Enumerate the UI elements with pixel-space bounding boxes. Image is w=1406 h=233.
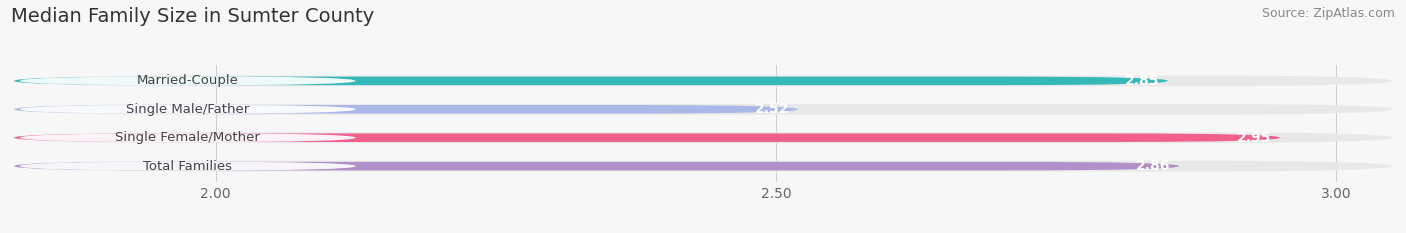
Text: 2.85: 2.85 bbox=[1125, 74, 1159, 88]
Text: Median Family Size in Sumter County: Median Family Size in Sumter County bbox=[11, 7, 374, 26]
Text: 2.86: 2.86 bbox=[1136, 159, 1170, 173]
FancyBboxPatch shape bbox=[20, 162, 356, 171]
FancyBboxPatch shape bbox=[14, 132, 1392, 143]
Text: Total Families: Total Families bbox=[143, 160, 232, 173]
FancyBboxPatch shape bbox=[14, 134, 1279, 142]
Text: Married-Couple: Married-Couple bbox=[136, 74, 239, 87]
Text: 2.95: 2.95 bbox=[1237, 131, 1271, 145]
Text: Source: ZipAtlas.com: Source: ZipAtlas.com bbox=[1261, 7, 1395, 20]
Text: 2.52: 2.52 bbox=[755, 102, 789, 116]
Text: Single Male/Father: Single Male/Father bbox=[127, 103, 249, 116]
FancyBboxPatch shape bbox=[14, 77, 1168, 85]
FancyBboxPatch shape bbox=[14, 75, 1392, 86]
FancyBboxPatch shape bbox=[20, 105, 356, 114]
FancyBboxPatch shape bbox=[20, 133, 356, 142]
FancyBboxPatch shape bbox=[14, 161, 1392, 171]
FancyBboxPatch shape bbox=[20, 76, 356, 85]
FancyBboxPatch shape bbox=[14, 105, 799, 113]
FancyBboxPatch shape bbox=[14, 104, 1392, 115]
Text: Single Female/Mother: Single Female/Mother bbox=[115, 131, 260, 144]
FancyBboxPatch shape bbox=[14, 162, 1180, 170]
